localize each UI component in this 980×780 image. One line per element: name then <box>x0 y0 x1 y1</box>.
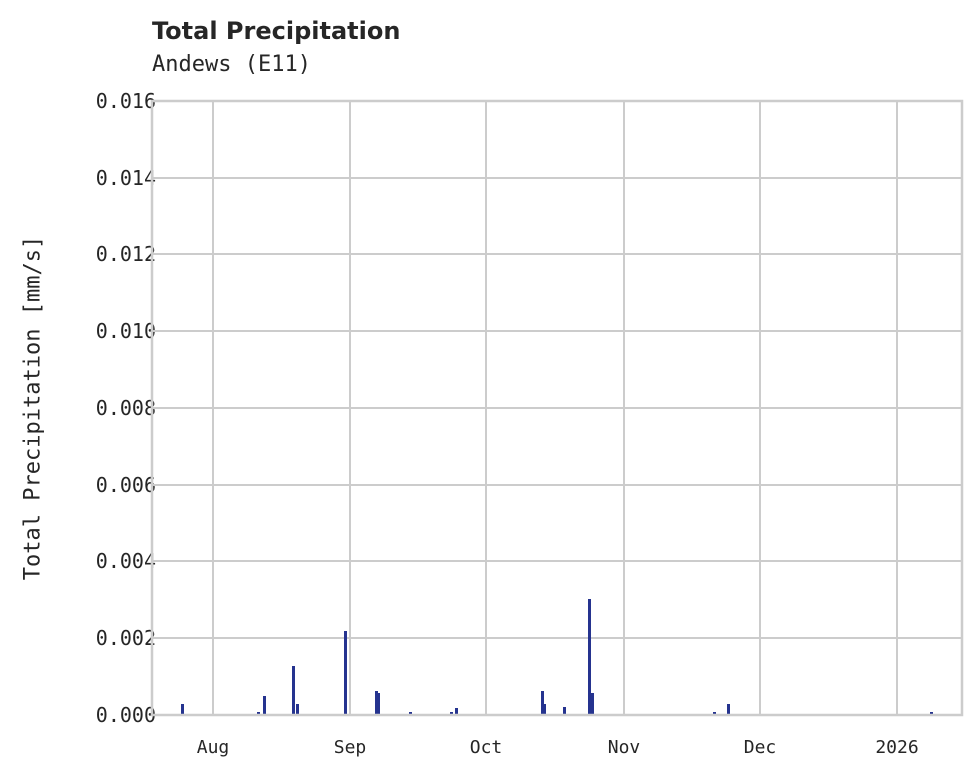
chart-title: Total Precipitation <box>152 17 401 45</box>
precipitation-bars <box>181 599 933 715</box>
axes-frame <box>150 99 964 717</box>
y-tick: 0.008 <box>95 396 156 420</box>
chart-subtitle: Andews (E11) <box>152 52 311 77</box>
y-tick: 0.004 <box>95 549 156 573</box>
grid-lines <box>152 101 962 715</box>
x-tick: Nov <box>607 737 641 758</box>
x-tick: Dec <box>743 737 777 758</box>
y-tick: 0.012 <box>95 242 156 266</box>
x-tick: Aug <box>196 737 230 758</box>
x-tick: 2026 <box>875 737 919 758</box>
y-tick: 0.000 <box>95 703 156 727</box>
y-tick: 0.014 <box>95 166 156 190</box>
x-tick: Sep <box>333 737 367 758</box>
x-tick: Oct <box>469 737 503 758</box>
y-tick: 0.010 <box>95 319 156 343</box>
y-tick: 0.002 <box>95 626 156 650</box>
y-tick: 0.006 <box>95 473 156 497</box>
y-tick: 0.016 <box>95 89 156 113</box>
